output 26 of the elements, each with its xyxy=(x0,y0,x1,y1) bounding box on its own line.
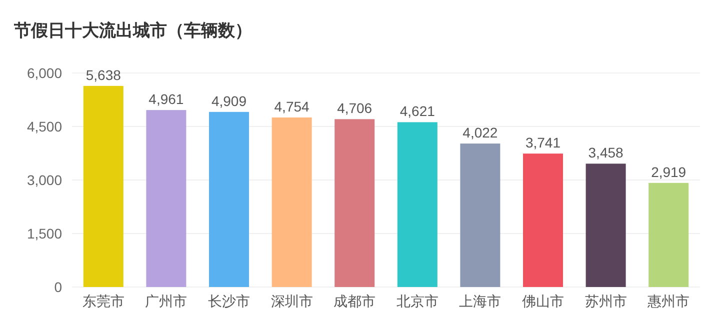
ytick: 0 xyxy=(54,279,62,295)
data-label: 2,919 xyxy=(651,164,686,180)
xtick: 成都市 xyxy=(334,293,376,309)
data-label: 3,458 xyxy=(588,144,624,161)
xtick: 上海市 xyxy=(459,293,502,309)
xtick: 苏州市 xyxy=(584,293,627,309)
data-label: 4,909 xyxy=(211,92,247,109)
data-label: 4,621 xyxy=(400,103,435,120)
ytick: 6,000 xyxy=(26,65,62,81)
xtick: 惠州市 xyxy=(648,293,690,309)
ytick: 4,500 xyxy=(26,118,62,134)
ytick: 3,000 xyxy=(26,172,62,188)
ytick: 1,500 xyxy=(26,226,62,242)
data-label: 4,706 xyxy=(337,100,372,116)
xtick: 广州市 xyxy=(145,293,188,309)
data-label: 3,741 xyxy=(525,134,561,151)
xtick: 北京市 xyxy=(396,293,438,309)
data-label: 4,022 xyxy=(462,124,498,141)
xtick: 长沙市 xyxy=(208,293,250,309)
title: 节假日十大流出城市（车辆数） xyxy=(14,21,252,40)
data-label: 4,961 xyxy=(148,91,184,108)
data-label: 5,638 xyxy=(86,66,121,83)
xtick: 东莞市 xyxy=(82,293,124,309)
xtick: 深圳市 xyxy=(270,293,313,309)
data-label: 4,754 xyxy=(274,98,310,114)
xtick: 佛山市 xyxy=(522,293,564,309)
